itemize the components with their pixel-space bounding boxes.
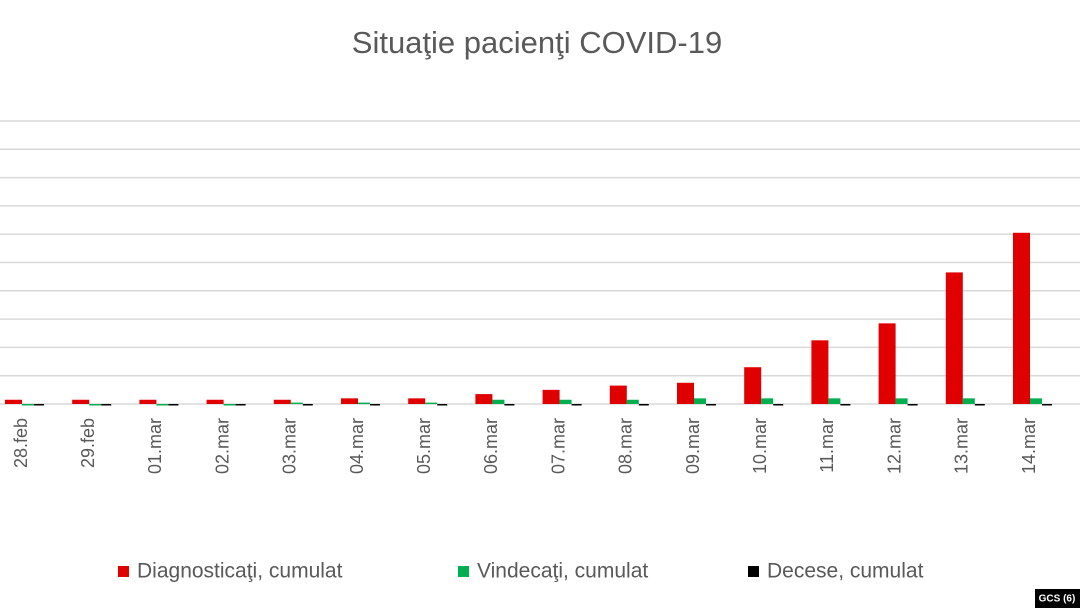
legend-swatch (458, 566, 469, 577)
bar (34, 404, 44, 406)
bar (101, 404, 112, 406)
badge: GCS (6) (1039, 594, 1076, 605)
bar (571, 404, 582, 406)
bar (559, 399, 572, 404)
bar (1042, 404, 1052, 406)
bar (542, 389, 560, 404)
bar (1013, 232, 1030, 404)
x-tick-label: 07.mar (548, 418, 568, 474)
bar (773, 404, 784, 406)
bar (22, 404, 34, 406)
bar (878, 323, 896, 404)
bar (744, 367, 762, 404)
bar (168, 404, 179, 406)
legend-swatch (748, 566, 759, 577)
bar (895, 398, 908, 404)
bar (5, 399, 22, 404)
badge-bg (1035, 589, 1080, 608)
bar (139, 399, 157, 404)
bar (156, 404, 169, 406)
x-tick-label: 10.mar (750, 418, 770, 474)
bar (828, 398, 841, 404)
bar (206, 399, 224, 404)
bar (609, 385, 627, 404)
bar (840, 404, 851, 406)
x-tick-label: 02.mar (212, 418, 232, 474)
bar (223, 404, 236, 406)
x-tick-label: 14.mar (1019, 418, 1039, 474)
bar (706, 404, 716, 406)
x-tick-label: 03.mar (280, 418, 300, 474)
bar (72, 399, 90, 404)
x-tick-label: 09.mar (683, 418, 703, 474)
x-tick-label: 01.mar (145, 418, 165, 474)
bar (341, 398, 358, 404)
x-tick-label: 06.mar (481, 418, 501, 474)
bar (504, 404, 515, 406)
bar (1030, 398, 1042, 404)
bar (370, 404, 380, 406)
bar (290, 402, 303, 405)
bar (677, 382, 694, 404)
bar (945, 272, 963, 404)
bar (974, 404, 985, 406)
bar (358, 402, 370, 405)
bar (302, 404, 313, 406)
x-tick-label: 11.mar (817, 418, 837, 473)
x-tick-label: 08.mar (616, 418, 636, 474)
bar (907, 404, 918, 406)
legend-label: Vindecaţi, cumulat (477, 560, 648, 583)
bar (492, 399, 505, 404)
bar (235, 404, 246, 406)
x-tick-label: 05.mar (414, 418, 434, 474)
legend-label: Decese, cumulat (767, 560, 924, 583)
x-tick-label: 04.mar (347, 418, 367, 474)
legend-swatch (118, 566, 129, 577)
x-tick-label: 28.feb (11, 418, 31, 468)
bar (475, 394, 493, 404)
bar (89, 404, 102, 406)
bar (811, 340, 829, 404)
legend-label: Diagnosticaţi, cumulat (137, 560, 343, 583)
bar (694, 398, 706, 404)
x-tick-label: 12.mar (884, 418, 904, 474)
bar (425, 402, 438, 405)
bar (962, 398, 975, 404)
x-tick-label: 13.mar (952, 418, 972, 474)
bar (761, 398, 774, 404)
x-tick-label: 29.feb (78, 418, 98, 468)
bar (626, 399, 639, 404)
bar (437, 404, 448, 406)
bar (408, 398, 426, 404)
chart-title: Situaţie pacienţi COVID-19 (352, 25, 722, 60)
bar (273, 399, 291, 404)
bar (638, 404, 649, 406)
